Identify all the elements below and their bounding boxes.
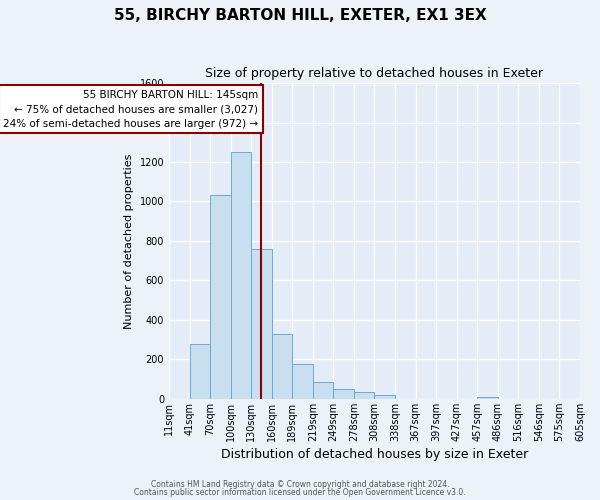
Bar — [272, 334, 292, 399]
Bar — [190, 344, 210, 399]
Title: Size of property relative to detached houses in Exeter: Size of property relative to detached ho… — [205, 68, 544, 80]
Text: 55, BIRCHY BARTON HILL, EXETER, EX1 3EX: 55, BIRCHY BARTON HILL, EXETER, EX1 3EX — [113, 8, 487, 22]
Y-axis label: Number of detached properties: Number of detached properties — [124, 153, 134, 328]
Bar — [230, 152, 251, 399]
Text: Contains HM Land Registry data © Crown copyright and database right 2024.: Contains HM Land Registry data © Crown c… — [151, 480, 449, 489]
Bar — [251, 249, 272, 399]
Bar — [292, 364, 313, 399]
Bar — [477, 397, 498, 399]
Bar — [334, 389, 354, 399]
Bar — [210, 194, 230, 399]
Bar — [313, 382, 334, 399]
Text: Contains public sector information licensed under the Open Government Licence v3: Contains public sector information licen… — [134, 488, 466, 497]
X-axis label: Distribution of detached houses by size in Exeter: Distribution of detached houses by size … — [221, 448, 528, 461]
Bar — [354, 392, 374, 399]
Text: 55 BIRCHY BARTON HILL: 145sqm
← 75% of detached houses are smaller (3,027)
24% o: 55 BIRCHY BARTON HILL: 145sqm ← 75% of d… — [3, 90, 259, 129]
Bar — [374, 395, 395, 399]
